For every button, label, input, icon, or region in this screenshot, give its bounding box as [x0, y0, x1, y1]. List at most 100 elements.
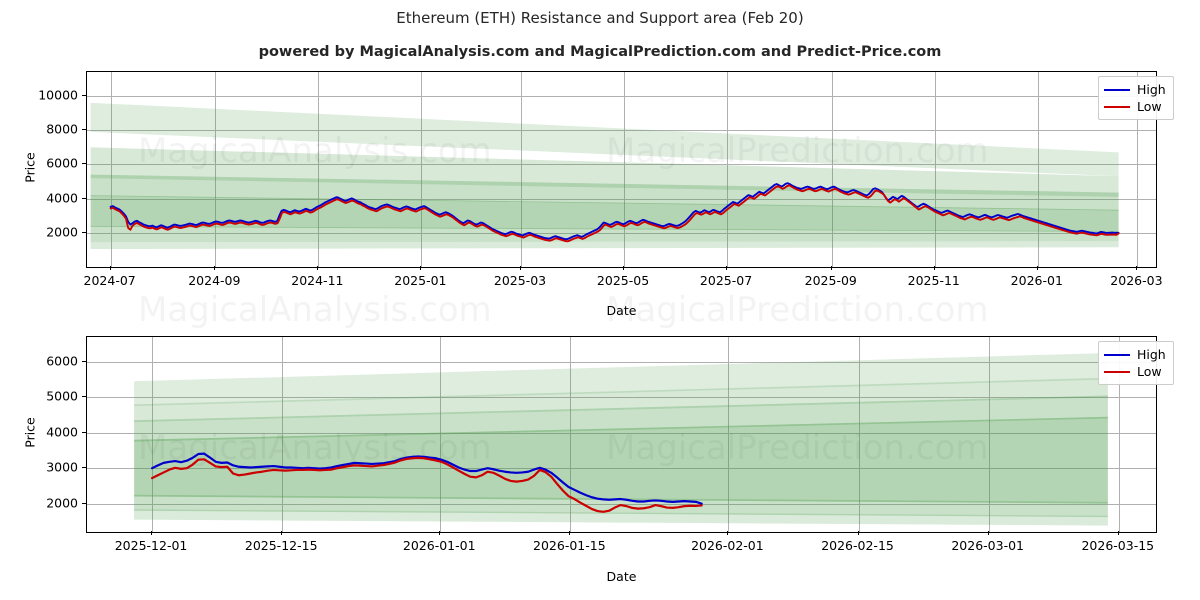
gridline-vertical — [521, 72, 522, 267]
x-tick-mark — [420, 266, 422, 270]
series-line-low — [109, 184, 1120, 243]
x-tick-mark — [726, 266, 728, 270]
gridline-vertical — [421, 72, 422, 267]
y-tick-mark — [82, 431, 86, 433]
x-tick-label: 2025-03 — [493, 273, 547, 288]
legend-label: High — [1137, 347, 1166, 362]
x-tick-label: 2026-01 — [1010, 273, 1063, 288]
bottom-chart-plot-area[interactable] — [86, 336, 1157, 533]
x-tick-label: 2026-03-01 — [951, 538, 1024, 553]
x-tick-mark — [439, 531, 441, 535]
y-tick-mark — [82, 467, 86, 469]
price-band-upper-2 — [90, 147, 1119, 197]
bottom-chart-legend[interactable]: High Low — [1098, 341, 1174, 385]
x-tick-label: 2025-05 — [596, 273, 650, 288]
gridline-vertical — [989, 337, 990, 532]
gridline-vertical — [624, 72, 625, 267]
y-tick-mark — [82, 396, 86, 398]
x-tick-mark — [151, 531, 153, 535]
legend-label: Low — [1137, 99, 1162, 114]
x-tick-label: 2026-02-01 — [691, 538, 764, 553]
x-tick-mark — [1036, 266, 1038, 270]
x-tick-label: 2024-11 — [291, 273, 344, 288]
gridline-horizontal — [87, 397, 1156, 398]
price-band-core — [134, 416, 1108, 504]
series-line-low — [150, 456, 703, 513]
price-band-mid-lower — [90, 225, 1119, 243]
legend-label: High — [1137, 82, 1166, 97]
y-tick-mark — [82, 231, 86, 233]
y-tick-mark — [82, 197, 86, 199]
price-band-outer-upper — [134, 353, 1108, 407]
y-tick-label: 4000 — [46, 190, 78, 206]
x-tick-mark — [857, 531, 859, 535]
bottom-chart-lines — [150, 452, 703, 513]
legend-item-low[interactable]: Low — [1104, 363, 1166, 380]
legend-item-low[interactable]: Low — [1104, 98, 1166, 115]
price-band-mid-upper — [134, 395, 1108, 442]
gridline-vertical — [935, 72, 936, 267]
price-band-outer-lower — [134, 509, 1108, 526]
x-tick-label: 2026-03 — [1110, 273, 1163, 288]
price-band-core — [90, 195, 1119, 232]
x-tick-label: 2025-07 — [699, 273, 753, 288]
gridline-vertical — [215, 72, 216, 267]
price-band-mid-upper — [90, 174, 1119, 211]
gridline-vertical — [727, 72, 728, 267]
x-tick-label: 2026-01-01 — [402, 538, 476, 553]
y-tick-label: 6000 — [46, 353, 78, 369]
page-subtitle: powered by MagicalAnalysis.com and Magic… — [258, 44, 942, 60]
gridline-vertical — [440, 337, 441, 532]
legend-swatch-low-icon — [1104, 370, 1130, 373]
price-band-outer-upper — [90, 102, 1119, 177]
y-tick-label: 6000 — [46, 155, 78, 171]
y-tick-label: 3000 — [46, 459, 78, 475]
x-tick-label: 2025-12-15 — [244, 538, 318, 553]
gridline-horizontal — [87, 233, 1156, 234]
y-tick-label: 8000 — [46, 121, 78, 137]
x-tick-label: 2024-09 — [188, 273, 241, 288]
y-tick-mark — [82, 129, 86, 131]
legend-swatch-high-icon — [1104, 353, 1130, 356]
x-tick-label: 2024-07 — [83, 273, 136, 288]
y-tick-mark — [82, 502, 86, 504]
gridline-vertical — [1119, 337, 1120, 532]
x-tick-mark — [987, 531, 989, 535]
page-title: Ethereum (ETH) Resistance and Support ar… — [396, 9, 804, 27]
gridline-horizontal — [87, 468, 1156, 469]
gridline-vertical — [832, 72, 833, 267]
y-tick-mark — [82, 360, 86, 362]
y-tick-label: 4000 — [46, 424, 78, 440]
x-tick-mark — [830, 266, 832, 270]
price-band-upper-2 — [134, 377, 1108, 423]
top-chart-lines — [109, 182, 1120, 243]
legend-item-high[interactable]: High — [1104, 346, 1166, 363]
top-chart-bands — [90, 102, 1119, 249]
gridline-horizontal — [87, 362, 1156, 363]
series-line-high — [109, 182, 1120, 241]
gridline-vertical — [859, 337, 860, 532]
x-tick-mark — [520, 266, 522, 270]
x-tick-mark — [281, 531, 283, 535]
bottom-chart-xlabel: Date — [606, 569, 637, 584]
x-tick-mark — [933, 266, 935, 270]
x-tick-label: 2026-02-15 — [821, 538, 894, 553]
y-tick-label: 10000 — [38, 87, 78, 103]
gridline-vertical — [1038, 72, 1039, 267]
x-tick-mark — [317, 266, 319, 270]
gridline-vertical — [152, 337, 153, 532]
x-tick-mark — [623, 266, 625, 270]
y-tick-mark — [82, 163, 86, 165]
x-tick-label: 2025-01 — [394, 273, 447, 288]
top-chart-plot-area[interactable] — [86, 71, 1157, 268]
x-tick-mark — [727, 531, 729, 535]
gridline-horizontal — [87, 433, 1156, 434]
legend-item-high[interactable]: High — [1104, 81, 1166, 98]
x-tick-mark — [109, 266, 111, 270]
x-tick-mark — [214, 266, 216, 270]
gridline-vertical — [570, 337, 571, 532]
y-tick-mark — [82, 94, 86, 96]
legend-swatch-low-icon — [1104, 105, 1130, 108]
top-chart-legend[interactable]: High Low — [1098, 76, 1174, 120]
gridline-horizontal — [87, 199, 1156, 200]
